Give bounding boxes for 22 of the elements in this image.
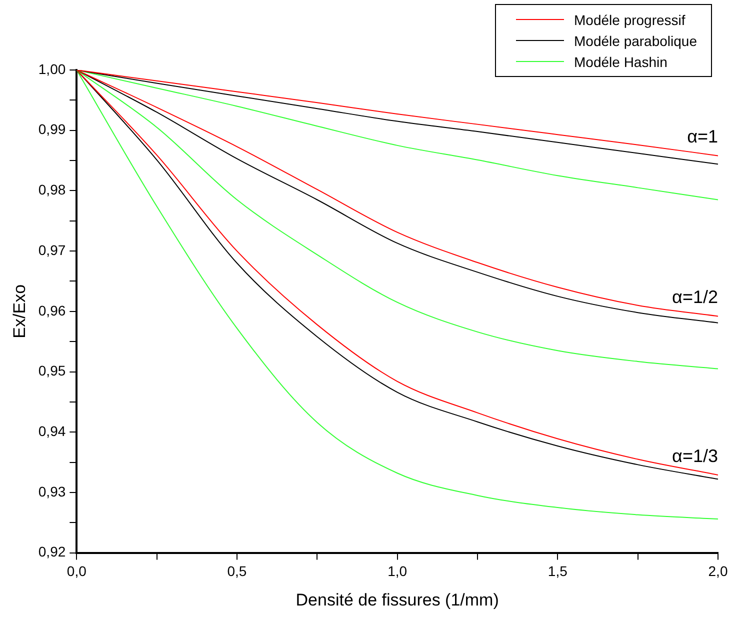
legend-label: Modéle progressif <box>574 12 686 28</box>
legend-label: Modéle Hashin <box>574 54 668 70</box>
x-tick-label: 1,5 <box>548 563 568 580</box>
annotation: α=1 <box>687 126 718 147</box>
y-axis-title: Ex/Exo <box>10 284 29 338</box>
y-tick-label: 0,95 <box>38 362 66 379</box>
x-tick-label: 0,5 <box>227 563 247 580</box>
annotation: α=1/3 <box>672 446 718 466</box>
y-tick-label: 0,99 <box>38 121 66 138</box>
y-tick-label: 0,97 <box>38 242 66 258</box>
x-tick-label: 0,0 <box>66 563 87 580</box>
y-tick-label: 0,92 <box>38 544 66 560</box>
y-tick-label: 1,00 <box>38 60 66 77</box>
y-tick-label: 0,93 <box>38 483 66 500</box>
legend-label: Modéle parabolique <box>574 32 697 48</box>
annotation: α=1/2 <box>672 287 718 308</box>
x-axis-title: Densité de fissures (1/mm) <box>296 590 499 610</box>
y-tick-label: 0,98 <box>38 182 66 198</box>
x-tick-label: 1,0 <box>388 563 408 580</box>
y-tick-label: 0,96 <box>38 302 66 318</box>
x-tick-label: 2,0 <box>708 563 728 580</box>
y-tick-label: 0,94 <box>38 422 66 439</box>
